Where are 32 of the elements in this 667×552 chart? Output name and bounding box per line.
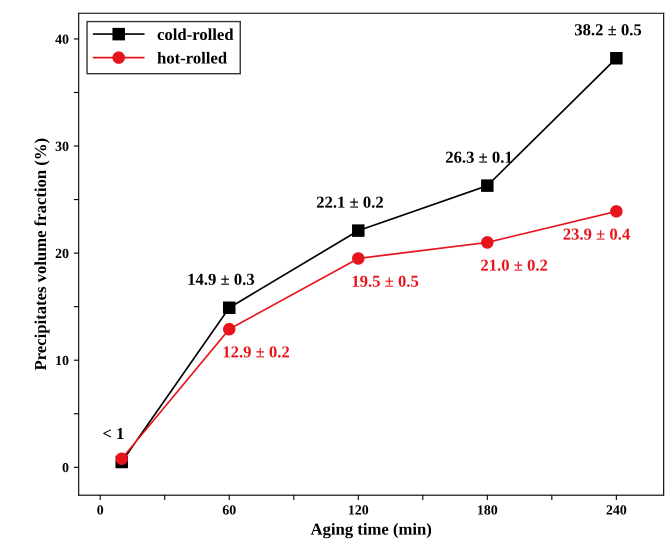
point bbox=[610, 205, 623, 218]
y-tick-label: 10 bbox=[56, 356, 68, 366]
point bbox=[222, 301, 236, 314]
x-tick-label: 60 bbox=[222, 505, 236, 515]
x-tick-label: 120 bbox=[348, 505, 368, 515]
point bbox=[115, 452, 128, 465]
data-label: 26.3 ± 0.1 bbox=[446, 152, 512, 163]
point bbox=[610, 52, 623, 64]
data-label: 12.9 ± 0.2 bbox=[224, 346, 290, 358]
legend-label: hot-rolled bbox=[157, 52, 227, 64]
y-tick-label: 0 bbox=[62, 462, 68, 472]
data-label: 19.5 ± 0.5 bbox=[352, 276, 418, 287]
data-label: 21.0 ± 0.2 bbox=[481, 260, 548, 271]
point bbox=[222, 322, 236, 336]
point bbox=[481, 179, 494, 192]
point bbox=[352, 252, 365, 265]
data-label: 23.9 ± 0.4 bbox=[563, 228, 630, 240]
legend-label: cold-rolled bbox=[158, 28, 234, 40]
x-tick-label: 180 bbox=[478, 505, 498, 515]
data-label: 38.2 ± 0.5 bbox=[574, 24, 642, 36]
data-label: 22.1 ± 0.2 bbox=[316, 196, 383, 208]
x-tick-label: 0 bbox=[97, 505, 104, 515]
point bbox=[352, 224, 365, 237]
x-tick-label: 240 bbox=[606, 505, 626, 515]
data-label: 14.9 ± 0.3 bbox=[188, 274, 254, 285]
y-tick-label: 40 bbox=[55, 34, 68, 44]
y-axis-title: Precipitates volume fraction (%) bbox=[34, 138, 50, 370]
y-tick-label: 30 bbox=[56, 142, 68, 151]
data-label: < 1 bbox=[103, 428, 124, 439]
y-tick-label: 20 bbox=[56, 248, 68, 258]
point bbox=[481, 236, 494, 249]
x-axis-title: Aging time (min) bbox=[310, 523, 432, 538]
